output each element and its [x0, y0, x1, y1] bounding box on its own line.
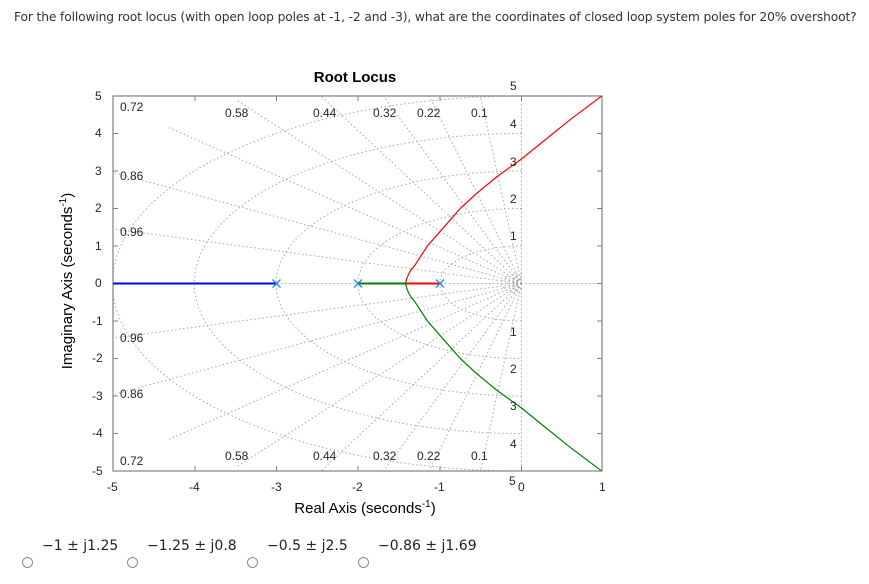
- x-tick: 0: [518, 480, 525, 494]
- x-tick: -5: [107, 480, 118, 494]
- option-label: −0.86 ± j1.69: [378, 538, 477, 554]
- damping-label: 0.22: [417, 449, 441, 463]
- damping-label: 0.22: [417, 106, 441, 120]
- option-label: −1 ± j1.25: [42, 538, 119, 554]
- y-tick: 3: [95, 164, 102, 178]
- x-tick: -1: [434, 480, 445, 494]
- pole-marker-minus1: [435, 279, 445, 288]
- damping-label: 0.86: [120, 387, 144, 401]
- wn-label: 5: [510, 79, 517, 93]
- option-3[interactable]: −0.5 ± j2.5: [245, 536, 375, 576]
- wn-label: 2: [510, 362, 517, 376]
- root-locus-plot: [112, 95, 603, 472]
- y-axis-label-sup: -1: [58, 197, 69, 207]
- y-axis-label-text: Imaginary Axis (seconds: [59, 206, 76, 370]
- damping-label: 0.72: [120, 100, 144, 114]
- radio-button[interactable]: [22, 557, 33, 568]
- damping-label: 0.96: [120, 225, 144, 239]
- y-tick: 4: [95, 126, 102, 140]
- locus-branch-green-lower: [404, 283, 602, 471]
- y-tick: -2: [92, 351, 103, 365]
- answer-options: −1 ± j1.25 −1.25 ± j0.8 −0.5 ± j2.5 −0.8…: [0, 536, 869, 584]
- y-tick: -1: [92, 314, 103, 328]
- damping-label: 0.44: [313, 449, 337, 463]
- x-axis-label: Real Axis (seconds-1): [270, 499, 460, 517]
- option-label: −0.5 ± j2.5: [267, 538, 348, 554]
- wn-label: 3: [510, 399, 517, 413]
- y-tick: -4: [92, 426, 103, 440]
- pole-marker-minus3: [272, 279, 281, 288]
- damping-label: 0.1: [471, 106, 488, 120]
- damping-label: 0.32: [373, 449, 397, 463]
- option-4[interactable]: −0.86 ± j1.69: [356, 536, 516, 576]
- y-axis-label-close: ): [59, 192, 76, 198]
- option-label: −1.25 ± j0.8: [147, 538, 237, 554]
- y-tick: -3: [92, 389, 103, 403]
- question-text: For the following root locus (with open …: [14, 10, 857, 24]
- damping-label: 0.58: [225, 449, 249, 463]
- wn-label: 4: [510, 437, 517, 451]
- y-tick: 5: [95, 89, 102, 103]
- y-tick: 0: [95, 276, 102, 290]
- radio-button[interactable]: [358, 557, 369, 568]
- x-tick: -3: [271, 480, 282, 494]
- damping-label: 0.96: [120, 331, 144, 345]
- pole-markers: [272, 279, 445, 288]
- x-tick: -2: [352, 480, 363, 494]
- sgrid: [113, 96, 602, 471]
- y-tick: 2: [95, 201, 102, 215]
- root-locus-figure: Root Locus: [58, 69, 606, 517]
- wn-label: 1: [510, 325, 517, 339]
- plot-title: Root Locus: [313, 69, 397, 86]
- x-axis-label-sup: -1: [421, 499, 431, 510]
- damping-label: 0.1: [471, 449, 488, 463]
- y-axis-label: Imaginary Axis (seconds-1): [58, 171, 76, 391]
- pole-marker-minus2: [353, 279, 363, 288]
- wn-label: 4: [510, 117, 517, 131]
- x-tick: -4: [189, 480, 200, 494]
- y-tick: 1: [95, 239, 102, 253]
- option-1[interactable]: −1 ± j1.25: [0, 536, 130, 576]
- x-axis-label-close: ): [430, 500, 436, 517]
- locus-branch-red-upper: [404, 96, 602, 284]
- damping-label: 0.86: [120, 169, 144, 183]
- damping-label: 0.32: [373, 106, 397, 120]
- radio-button[interactable]: [247, 557, 258, 568]
- radio-button[interactable]: [127, 557, 138, 568]
- wn-label: 2: [510, 192, 517, 206]
- y-tick: -5: [92, 464, 103, 478]
- wn-label: 3: [510, 155, 517, 169]
- option-2[interactable]: −1.25 ± j0.8: [125, 536, 255, 576]
- wn-label: 1: [510, 229, 517, 243]
- damping-label: 0.44: [313, 106, 337, 120]
- damping-label: 0.58: [225, 106, 249, 120]
- x-axis-label-text: Real Axis (seconds: [294, 500, 422, 517]
- wn-label: 5: [509, 474, 516, 488]
- x-tick: 1: [599, 480, 606, 494]
- damping-label: 0.72: [120, 454, 144, 468]
